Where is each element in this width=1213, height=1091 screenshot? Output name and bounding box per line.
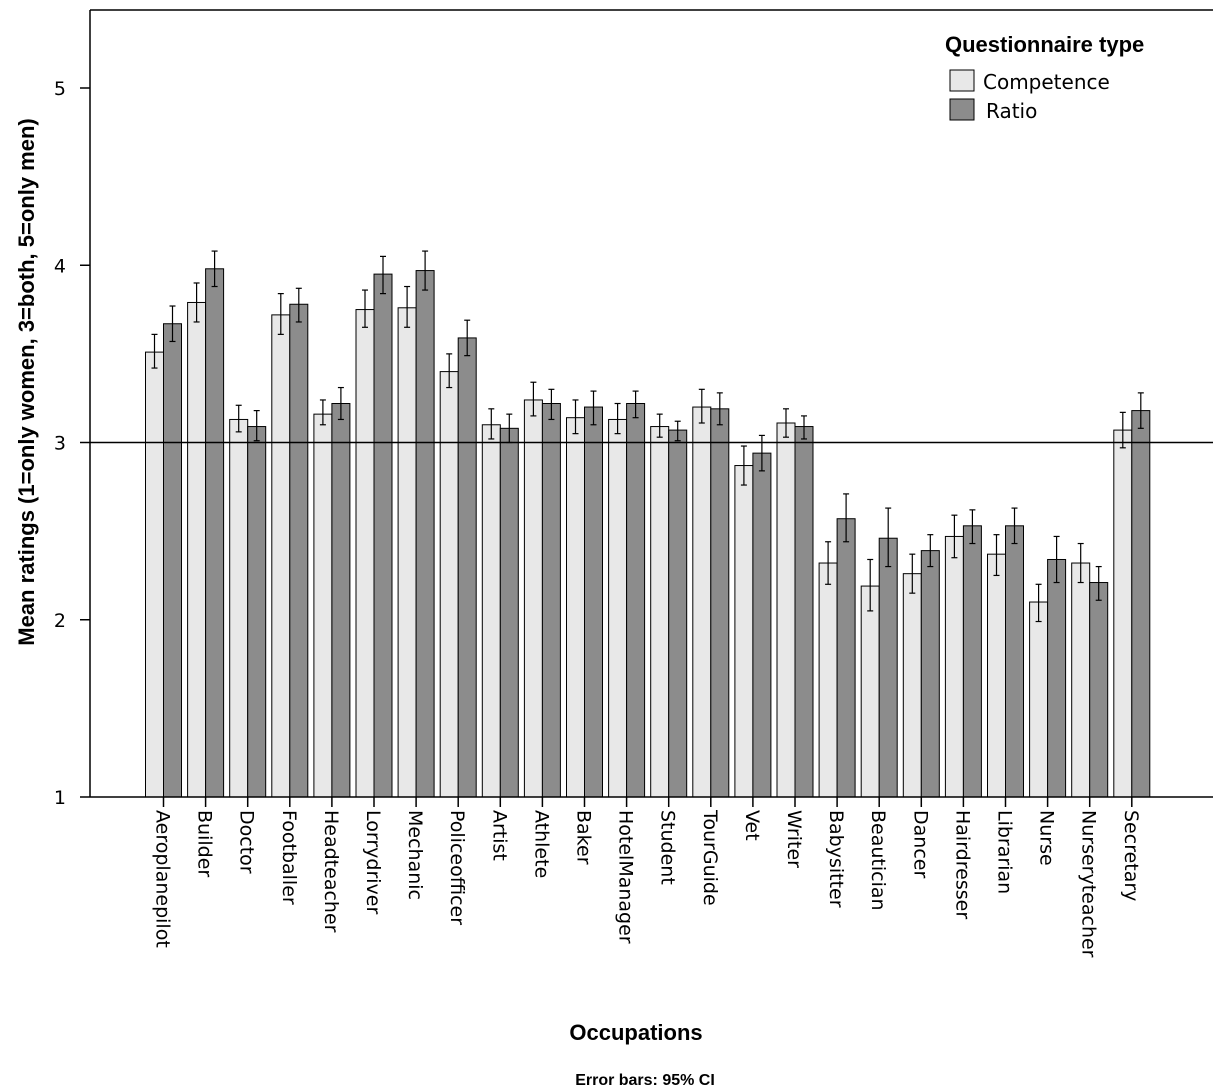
bar-competence-vet (734, 465, 754, 798)
y-tick-label-2: 2 (54, 610, 66, 632)
bar-ratio-headteacher (331, 403, 351, 798)
bar-competence-aeroplanepilot (145, 351, 164, 798)
bar-ratio-vet (752, 452, 772, 798)
bar-ratio-hairdresser (962, 525, 982, 798)
bar-competence-student (650, 426, 670, 798)
bar-ratio-baker (584, 406, 603, 798)
legend-title: Questionnaire type (945, 32, 1144, 57)
x-axis-title: Occupations (569, 1020, 702, 1045)
category-label-athlete: Athlete (530, 810, 552, 878)
bar-competence-beautician (860, 585, 880, 798)
bar-ratio-librarian (1005, 525, 1024, 798)
category-label-nurse: Nurse (1036, 810, 1058, 866)
category-label-policeofficer: Policeofficer (446, 810, 468, 925)
legend-swatch-competence (949, 69, 975, 92)
category-label-doctor: Doctor (236, 810, 258, 874)
category-label-beautician: Beautician (867, 810, 889, 911)
axes-group (89, 9, 1213, 798)
category-label-nurseryteacher: Nurseryteacher (1078, 810, 1100, 958)
category-label-headteacher: Headteacher (320, 810, 342, 933)
bar-ratio-dancer (920, 550, 940, 798)
bar-competence-artist (481, 424, 501, 798)
category-label-writer: Writer (783, 810, 805, 868)
bar-competence-footballer (271, 314, 291, 798)
bar-competence-lorrydriver (355, 309, 375, 798)
category-label-librarian: Librarian (994, 810, 1016, 894)
bar-ratio-lorrydriver (373, 273, 393, 798)
bar-ratio-writer (794, 426, 814, 798)
bar-competence-doctor (229, 418, 249, 798)
category-label-footballer: Footballer (278, 810, 300, 905)
bar-ratio-nurse (1047, 558, 1067, 798)
legend-label-competence: Competence (983, 70, 1110, 94)
bar-ratio-footballer (289, 303, 309, 798)
bar-ratio-babysitter (836, 518, 856, 798)
y-tick-label-5: 5 (54, 78, 66, 100)
error-bars-group (151, 250, 1144, 623)
bar-ratio-tourguide (710, 408, 730, 798)
bar-ratio-athlete (541, 403, 561, 798)
y-axis-title: Mean ratings (1=only women, 3=both, 5=on… (14, 118, 39, 646)
bar-ratio-aeroplanepilot (163, 323, 182, 798)
category-label-secretary: Secretary (1120, 810, 1142, 901)
bar-competence-librarian (987, 553, 1006, 798)
bar-competence-tourguide (692, 406, 712, 798)
bar-competence-hairdresser (944, 535, 964, 798)
bar-competence-writer (776, 422, 796, 798)
category-label-artist: Artist (488, 810, 510, 861)
bar-competence-builder (187, 301, 207, 798)
bar-ratio-artist (499, 427, 519, 798)
bar-ratio-builder (205, 268, 225, 798)
bar-ratio-policeofficer (457, 337, 477, 798)
bar-competence-hotelmanager (608, 418, 628, 798)
bar-ratio-hotelmanager (626, 403, 646, 798)
category-label-dancer: Dancer (909, 810, 931, 878)
bar-competence-nurseryteacher (1071, 562, 1091, 798)
bar-ratio-student (668, 429, 688, 798)
category-labels-group: Aeroplanepilot Builder Doctor Footballer Hea… (152, 797, 1142, 958)
footnote-error-bars: Error bars: 95% CI (575, 1072, 715, 1089)
y-tick-label-4: 4 (54, 255, 66, 277)
bar-competence-headteacher (313, 413, 333, 798)
bar-competence-babysitter (818, 562, 838, 798)
bar-ratio-doctor (247, 426, 267, 798)
bar-competence-nurse (1029, 601, 1049, 798)
y-tick-label-3: 3 (54, 433, 66, 455)
bar-competence-policeofficer (439, 371, 459, 798)
y-ticks-group: 1 2 3 4 5 (54, 78, 90, 809)
category-label-baker: Baker (573, 810, 595, 865)
category-label-builder: Builder (194, 810, 216, 877)
bars-group (145, 268, 1151, 798)
bar-competence-dancer (902, 573, 922, 798)
category-label-student: Student (657, 810, 679, 885)
legend-swatch-ratio (949, 98, 975, 121)
bar-competence-mechanic (397, 307, 417, 798)
bar-competence-baker (566, 417, 585, 798)
category-label-babysitter: Babysitter (825, 810, 847, 908)
category-label-aeroplanepilot: Aeroplanepilot (152, 810, 174, 948)
category-label-hotelmanager: HotelManager (615, 810, 637, 944)
bar-ratio-nurseryteacher (1089, 582, 1109, 798)
bar-competence-athlete (523, 399, 543, 798)
category-label-hairdresser: Hairdresser (951, 810, 973, 919)
legend-label-ratio: Ratio (986, 99, 1037, 123)
bar-ratio-beautician (878, 537, 898, 798)
category-label-mechanic: Mechanic (404, 810, 426, 900)
bar-competence-secretary (1113, 429, 1133, 798)
category-label-vet: Vet (741, 810, 763, 841)
y-tick-label-1: 1 (54, 787, 66, 809)
bar-ratio-secretary (1131, 410, 1151, 798)
legend: Questionnaire type Competence Ratio (945, 32, 1144, 123)
category-label-lorrydriver: Lorrydriver (362, 810, 384, 914)
bar-ratio-mechanic (415, 270, 435, 798)
category-label-tourguide: TourGuide (699, 809, 721, 906)
